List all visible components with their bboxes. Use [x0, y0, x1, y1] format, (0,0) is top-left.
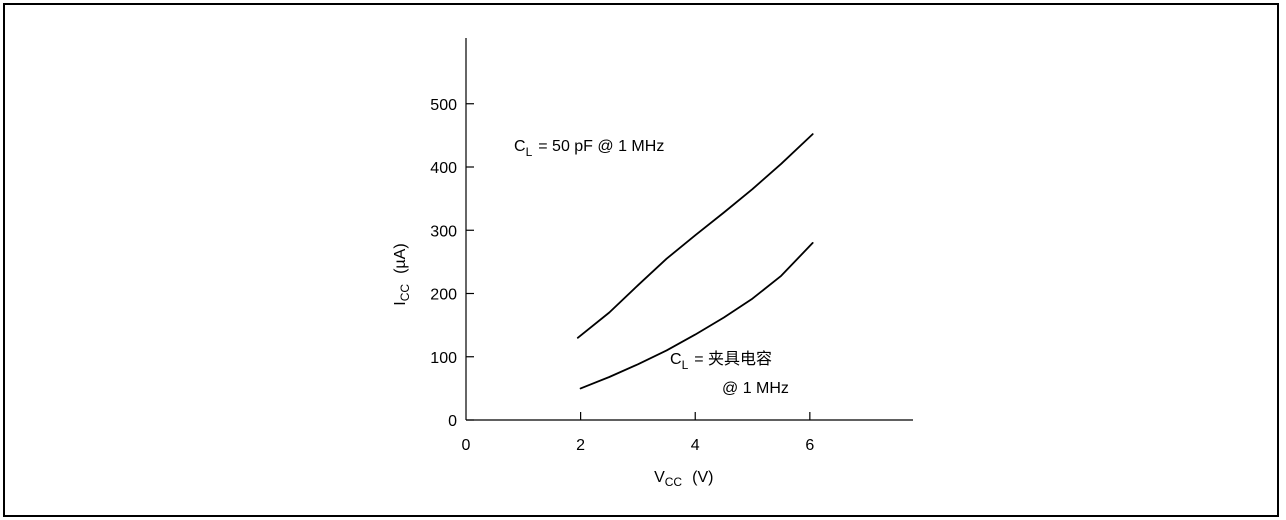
x-tick-label: 0 [462, 437, 471, 454]
x-axis-label-sub: CC [665, 475, 683, 489]
series-1-annotation-rest: = 50 pF @ 1 MHz [538, 138, 664, 155]
series-group [576, 133, 814, 390]
y-axis-label-main: I [392, 301, 409, 305]
x-axis-ticks: 0 2 4 6 [462, 412, 814, 454]
x-tick-label: 4 [691, 437, 700, 454]
y-axis-label-unit: (µA) [392, 243, 409, 274]
series-1-annotation: CL = 50 pF @ 1 MHz [514, 138, 664, 159]
series-1-annotation-main: C [514, 138, 526, 155]
series-2-annotation-rest: = 夹具电容 [694, 350, 772, 368]
y-tick-label: 100 [430, 350, 457, 367]
series-1-annotation-sub: L [526, 145, 533, 159]
x-axis-label: VCC (V) [654, 469, 713, 489]
y-tick-label: 200 [430, 287, 457, 304]
y-axis-label-sub: CC [398, 284, 412, 302]
series-2-annotation: CL = 夹具电容 [670, 350, 772, 372]
x-tick-label: 2 [576, 437, 585, 454]
figure-frame [3, 3, 1279, 517]
x-tick-label: 6 [805, 437, 814, 454]
x-axis-label-unit: (V) [692, 469, 713, 486]
series-2-annotation-main: C [670, 351, 682, 368]
series-2-annotation-sub: L [682, 358, 689, 372]
y-tick-label: 300 [430, 223, 457, 240]
x-axis-label-main: V [654, 469, 665, 486]
y-tick-label: 500 [430, 97, 457, 114]
series-1-line [576, 133, 814, 339]
y-tick-label: 0 [448, 413, 457, 430]
y-axis-label: ICC (µA) [392, 243, 412, 305]
y-tick-label: 400 [430, 160, 457, 177]
series-2-line [579, 242, 814, 390]
series-2-annotation-line2: @ 1 MHz [722, 380, 789, 397]
y-axis-ticks: 0 100 200 300 400 500 [430, 97, 474, 430]
